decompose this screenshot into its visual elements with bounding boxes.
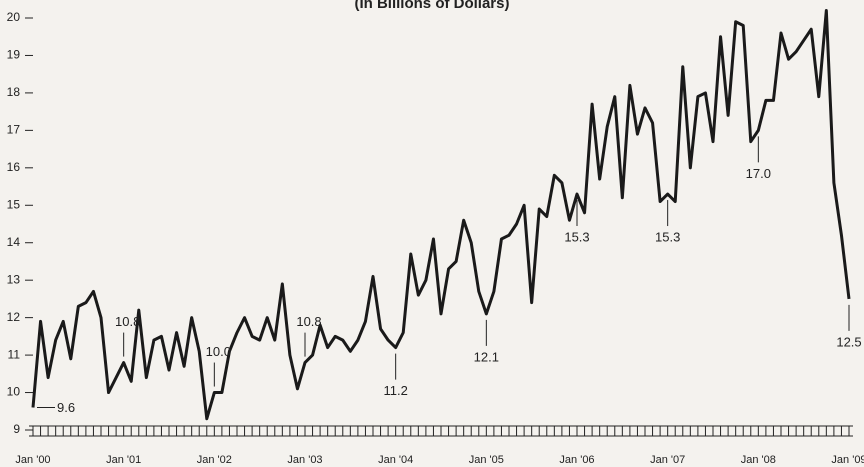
x-tick-label: Jan '03 — [287, 454, 322, 466]
data-label: 11.2 — [383, 383, 407, 398]
y-tick-label: 17 — [7, 123, 21, 137]
y-tick-label: 18 — [7, 85, 21, 99]
data-label: 10.0 — [206, 344, 231, 359]
x-tick-label: Jan '05 — [469, 454, 504, 466]
y-tick-label: 10 — [7, 385, 21, 399]
x-tick-label: Jan '07 — [650, 454, 685, 466]
x-tick-label: Jan '08 — [741, 454, 776, 466]
x-tick-label: Jan '04 — [378, 454, 413, 466]
y-tick-label: 15 — [7, 197, 21, 211]
y-tick-label: 11 — [8, 347, 21, 361]
y-tick-label: 13 — [7, 272, 21, 286]
data-label: 12.1 — [474, 349, 499, 364]
y-tick-label: 20 — [7, 10, 21, 24]
data-label: 10.8 — [115, 314, 140, 329]
y-tick-label: 12 — [7, 310, 21, 324]
data-label: 17.0 — [746, 166, 771, 181]
y-tick-label: 16 — [7, 160, 21, 174]
y-tick-label: 14 — [7, 235, 21, 249]
x-tick-label: Jan '01 — [106, 454, 141, 466]
x-tick-label: Jan '06 — [559, 454, 594, 466]
y-tick-label: 9 — [13, 422, 20, 436]
data-label: 10.8 — [296, 314, 321, 329]
x-tick-label: Jan '09 — [831, 454, 864, 466]
x-tick-label: Jan '00 — [15, 454, 50, 466]
line — [31, 9, 851, 421]
data-label: 15.3 — [564, 229, 589, 244]
chart-title: (In Billions of Dollars) — [354, 0, 509, 12]
y-tick-label: 19 — [7, 48, 21, 62]
data-label: 9.6 — [57, 400, 75, 415]
x-tick-label: Jan '02 — [197, 454, 232, 466]
data-label: 15.3 — [655, 229, 680, 244]
data-label: 12.5 — [836, 334, 861, 349]
